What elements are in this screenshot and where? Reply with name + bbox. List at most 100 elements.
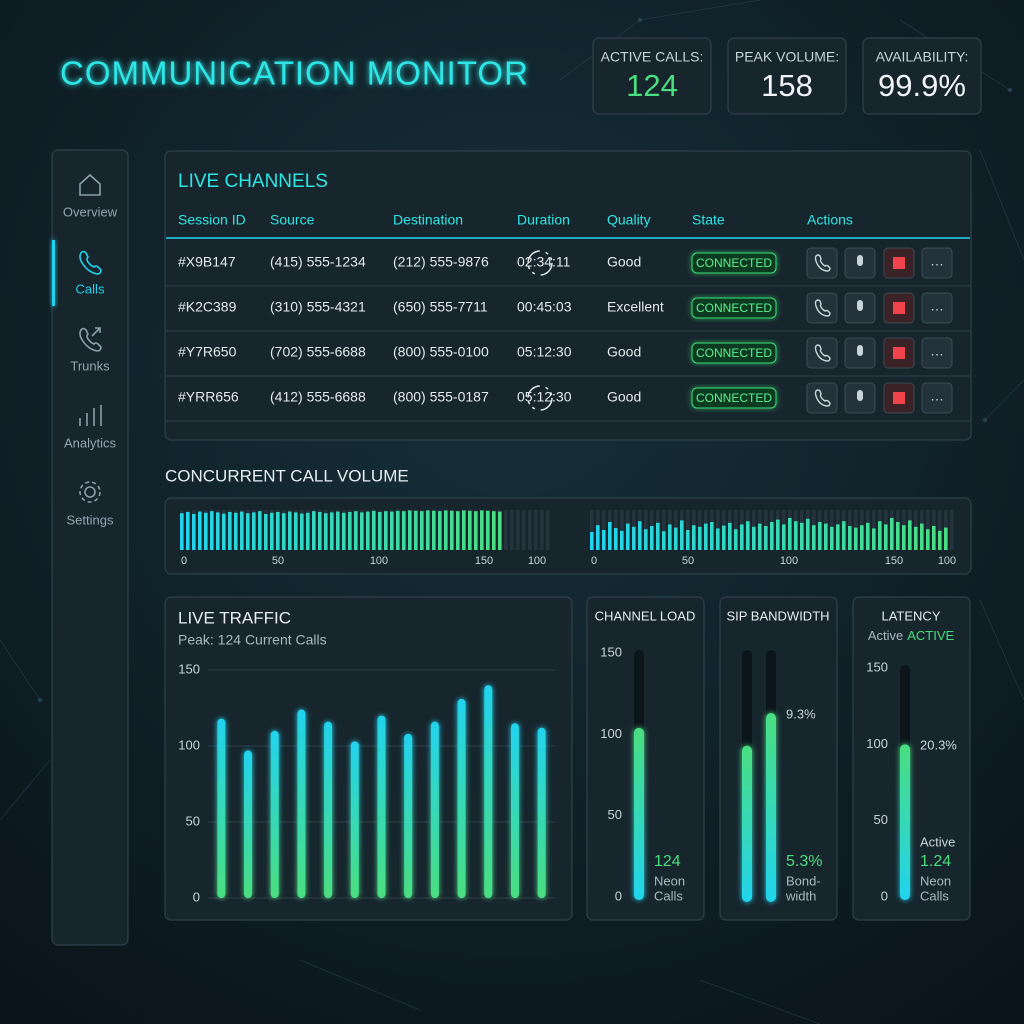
gauge-readout-line: Calls — [920, 888, 949, 903]
traffic-bar — [510, 723, 519, 898]
cell: #YRR656 — [178, 389, 239, 405]
volume-bar — [872, 528, 876, 550]
volume-bar — [342, 512, 346, 550]
cell: (310) 555-4321 — [270, 299, 366, 315]
volume-bar — [270, 512, 274, 550]
volume-bar — [680, 520, 684, 550]
volume-bar — [758, 523, 762, 550]
y-tick-label: 150 — [178, 661, 200, 676]
action-button[interactable] — [921, 382, 953, 414]
volume-bar — [330, 512, 334, 550]
volume-bar — [192, 514, 196, 550]
state-label: CONNECTED — [696, 391, 772, 405]
volume-bar — [264, 514, 268, 550]
volume-bar — [704, 523, 708, 550]
nav-icons — [79, 173, 102, 503]
traffic-bar — [324, 721, 333, 898]
action-button[interactable] — [921, 292, 953, 324]
volume-bar — [920, 523, 924, 550]
gauge-readout-line: width — [785, 888, 816, 903]
volume-bar — [734, 529, 738, 550]
kpi-label: PEAK VOLUME: — [735, 49, 839, 65]
volume-bar — [456, 511, 460, 550]
nav-item[interactable]: Settings — [67, 512, 114, 527]
traffic-bar — [457, 698, 466, 898]
volume-bar — [480, 510, 484, 550]
traffic-bar — [484, 685, 493, 898]
volume-bar — [770, 522, 774, 550]
traffic-bar — [404, 733, 413, 898]
volume-bar — [890, 518, 894, 550]
volume-bar — [722, 525, 726, 550]
volume-axis-label: 100 — [528, 555, 546, 567]
volume-bar — [788, 518, 792, 550]
traffic-panel — [164, 596, 573, 921]
volume-bar — [662, 531, 666, 550]
gauge-title: CHANNEL LOAD — [595, 608, 696, 623]
volume-bar — [486, 510, 490, 550]
volume-track — [938, 510, 942, 550]
table-title: LIVE CHANNELS — [178, 171, 328, 192]
mic-icon — [857, 300, 863, 311]
volume-bar — [716, 528, 720, 550]
action-button[interactable] — [921, 247, 953, 279]
volume-bar — [348, 512, 352, 550]
page-title: COMMUNICATION MONITOR — [60, 55, 529, 92]
phone-icon — [814, 254, 831, 272]
nav-item[interactable]: Analytics — [64, 435, 117, 450]
volume-bar — [812, 525, 816, 550]
state-label: CONNECTED — [696, 301, 772, 315]
nav-item[interactable]: Overview — [63, 204, 118, 219]
state-pill — [691, 342, 777, 364]
volume-track — [546, 510, 550, 550]
state-pill — [691, 252, 777, 274]
column-header: Quality — [607, 212, 651, 228]
volume-bar — [384, 511, 388, 550]
volume-bar — [492, 511, 496, 550]
gauge-readout-line: Neon — [920, 873, 951, 888]
action-button[interactable] — [921, 337, 953, 369]
volume-bar — [474, 511, 478, 550]
volume-bar — [818, 522, 822, 550]
kpi-card — [727, 37, 847, 115]
traffic-bar — [244, 750, 253, 898]
traffic-bar — [537, 727, 546, 898]
nav-item[interactable]: Trunks — [70, 358, 110, 373]
volume-axis-label: 100 — [370, 555, 388, 567]
y-tick-label: 100 — [178, 737, 200, 752]
kpi-label: AVAILABILITY: — [876, 49, 969, 65]
gauge-tick-label: 150 — [866, 659, 888, 674]
volume-bar — [902, 525, 906, 550]
volume-track — [950, 510, 954, 550]
volume-bar — [210, 511, 214, 550]
volume-bar — [728, 522, 732, 550]
gauge-tick-label: 100 — [600, 726, 622, 741]
state-pill — [691, 387, 777, 409]
volume-bar — [914, 526, 918, 550]
volume-bar — [836, 524, 840, 550]
volume-bar — [848, 526, 852, 550]
cell: (800) 555-0187 — [393, 389, 489, 405]
nav-item[interactable]: Calls — [76, 281, 105, 296]
volume-bar — [240, 511, 244, 550]
column-header: Destination — [393, 212, 463, 228]
volume-bar — [258, 511, 262, 550]
volume-track — [528, 510, 532, 550]
gauge-tick-label: 0 — [881, 888, 888, 903]
volume-bar — [608, 522, 612, 550]
volume-bar — [944, 527, 948, 550]
cell: 05:12:30 — [517, 389, 572, 405]
volume-bar — [312, 511, 316, 550]
traffic-bar — [217, 718, 226, 898]
kpi-value: 124 — [626, 68, 678, 103]
volume-axis-label: 50 — [682, 555, 694, 567]
volume-bar — [884, 524, 888, 550]
volume-axis-label: 0 — [591, 555, 597, 567]
volume-bar — [854, 527, 858, 550]
volume-bar — [932, 526, 936, 550]
volume-bar — [692, 525, 696, 550]
volume-bar — [938, 530, 942, 550]
volume-bar — [204, 512, 208, 550]
volume-bar — [866, 522, 870, 550]
